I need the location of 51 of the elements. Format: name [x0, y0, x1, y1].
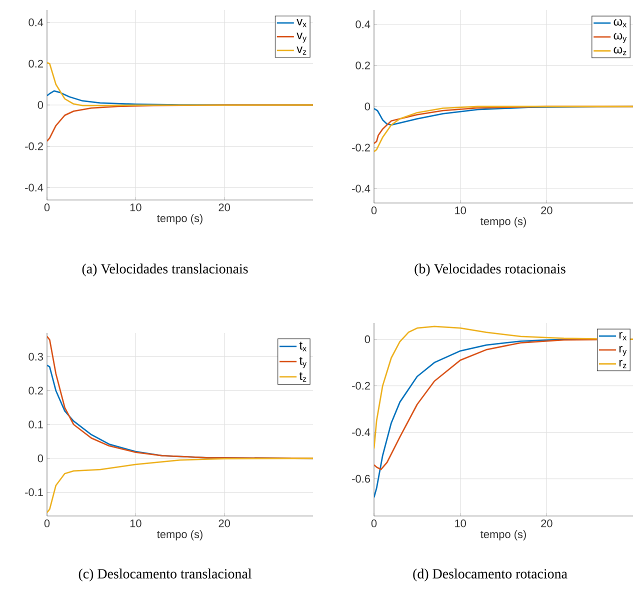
y-tick-label: 0	[38, 101, 44, 109]
y-tick-label: 0	[364, 335, 370, 344]
y-tick-label: 0	[364, 102, 370, 110]
x-tick-label: 20	[218, 520, 230, 528]
legend-label: t$_{z}$	[299, 372, 306, 382]
legend-label: v$_{y}$	[296, 32, 307, 43]
text: (a) Velocidades translacionais	[82, 264, 248, 276]
y-tick-label: 0.2	[356, 62, 370, 70]
x-axis-title: tempo (s)	[157, 214, 202, 224]
x-tick-label: 0	[371, 206, 377, 214]
legend-label: v$_{z}$	[296, 46, 306, 55]
legend-label: r$_{z}$	[619, 360, 626, 368]
x-tick-label: 0	[44, 520, 50, 528]
y-tick-label: -0.2	[352, 382, 370, 390]
text: (d) Deslocamento rotaciona	[413, 568, 568, 582]
x-tick-label: 0	[371, 520, 377, 528]
text: (b) Velocidades rotacionais	[414, 264, 566, 276]
x-tick-label: 0	[44, 204, 50, 212]
y-tick-label: 0.4	[356, 20, 370, 28]
y-tick-label: -0.2	[25, 142, 43, 150]
y-tick-label: 0.3	[28, 352, 44, 361]
x-tick-label: 20	[541, 206, 552, 214]
x-axis-title: tempo (s)	[480, 217, 526, 228]
legend-label: ω$_{x}$	[614, 19, 627, 28]
y-tick-label: -0.2	[352, 144, 370, 152]
legend-label: ω$_{y}$	[614, 33, 627, 43]
x-tick-label: 10	[130, 520, 142, 528]
legend-label: ω$_{z}$	[614, 46, 626, 56]
x-tick-label: 10	[130, 204, 142, 212]
x-tick-label: 20	[218, 204, 230, 212]
y-tick-label: -0.4	[352, 428, 370, 436]
x-tick-label: 10	[455, 206, 466, 214]
y-tick-label: -0.1	[25, 488, 43, 496]
text: (c) Deslocamento translacional	[78, 568, 252, 582]
y-tick-label: 0.1	[28, 420, 43, 428]
legend-label: v$_{x}$	[296, 18, 306, 28]
x-axis-title: tempo (s)	[480, 530, 526, 540]
legend-label: r$_{y}$	[619, 346, 627, 356]
y-tick-label: 0.4	[28, 18, 44, 26]
x-axis-title: tempo (s)	[157, 530, 202, 540]
legend-label: r$_{x}$	[619, 332, 627, 340]
y-tick-label: 0	[38, 454, 44, 462]
y-tick-label: 0.2	[28, 60, 43, 68]
y-tick-label: -0.6	[352, 474, 370, 483]
y-tick-label: 0.2	[28, 386, 43, 394]
x-tick-label: 20	[541, 520, 552, 528]
y-tick-label: -0.4	[352, 184, 370, 193]
legend-label: t$_{x}$	[299, 342, 306, 352]
y-tick-label: -0.4	[25, 184, 44, 192]
legend-label: t$_{y}$	[299, 356, 307, 368]
x-tick-label: 10	[455, 520, 466, 528]
